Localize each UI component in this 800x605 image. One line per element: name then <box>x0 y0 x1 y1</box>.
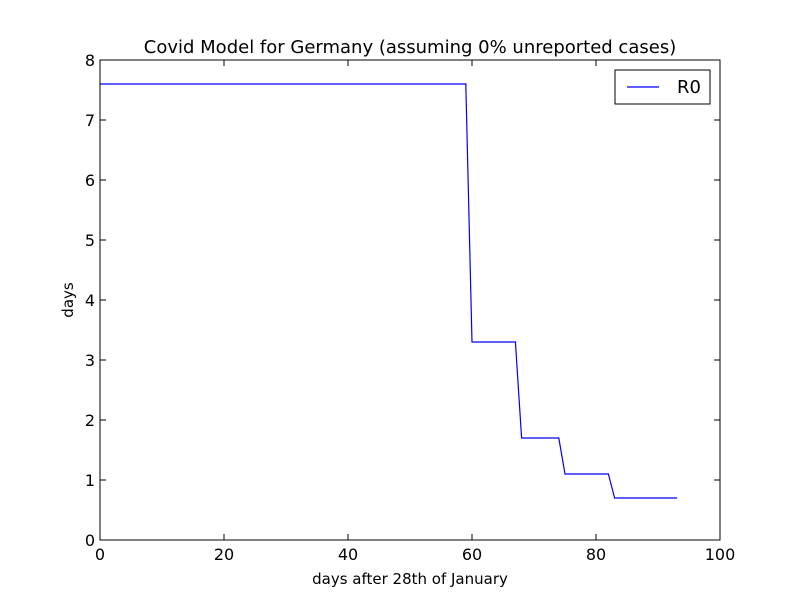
chart-title: Covid Model for Germany (assuming 0% unr… <box>144 37 676 58</box>
data-point <box>471 341 473 343</box>
y-tick-label: 6 <box>85 171 95 190</box>
data-point <box>558 437 560 439</box>
data-point <box>614 497 616 499</box>
x-tick-label: 80 <box>586 545 606 564</box>
x-tick-label: 0 <box>95 545 105 564</box>
series-line-r0 <box>100 83 677 499</box>
data-point <box>514 341 517 343</box>
data-point <box>521 437 523 439</box>
legend-label-r0: R0 <box>677 77 701 98</box>
x-axis-label: days after 28th of January <box>312 570 508 588</box>
y-tick-label: 4 <box>85 291 95 310</box>
data-point <box>676 497 678 499</box>
data-point <box>564 473 566 475</box>
data-point <box>465 83 467 85</box>
y-tick-label: 8 <box>85 51 95 70</box>
x-tick-label: 60 <box>462 545 482 564</box>
y-axis-label: days <box>59 282 77 318</box>
x-tick-label: 40 <box>338 545 358 564</box>
x-tick-label: 100 <box>705 545 736 564</box>
data-point <box>607 473 610 475</box>
y-tick-label: 2 <box>85 411 95 430</box>
legend: R0 <box>614 69 711 105</box>
y-tick-label: 1 <box>85 471 95 490</box>
y-tick-label: 0 <box>85 531 95 550</box>
x-tick-label: 20 <box>214 545 234 564</box>
axis-ticks: 0 20 40 60 80 100 0 1 2 3 4 5 6 7 8 <box>85 51 735 564</box>
plot-area-frame <box>99 59 721 541</box>
y-tick-label: 7 <box>85 111 95 130</box>
y-tick-label: 3 <box>85 351 95 370</box>
y-tick-label: 5 <box>85 231 95 250</box>
